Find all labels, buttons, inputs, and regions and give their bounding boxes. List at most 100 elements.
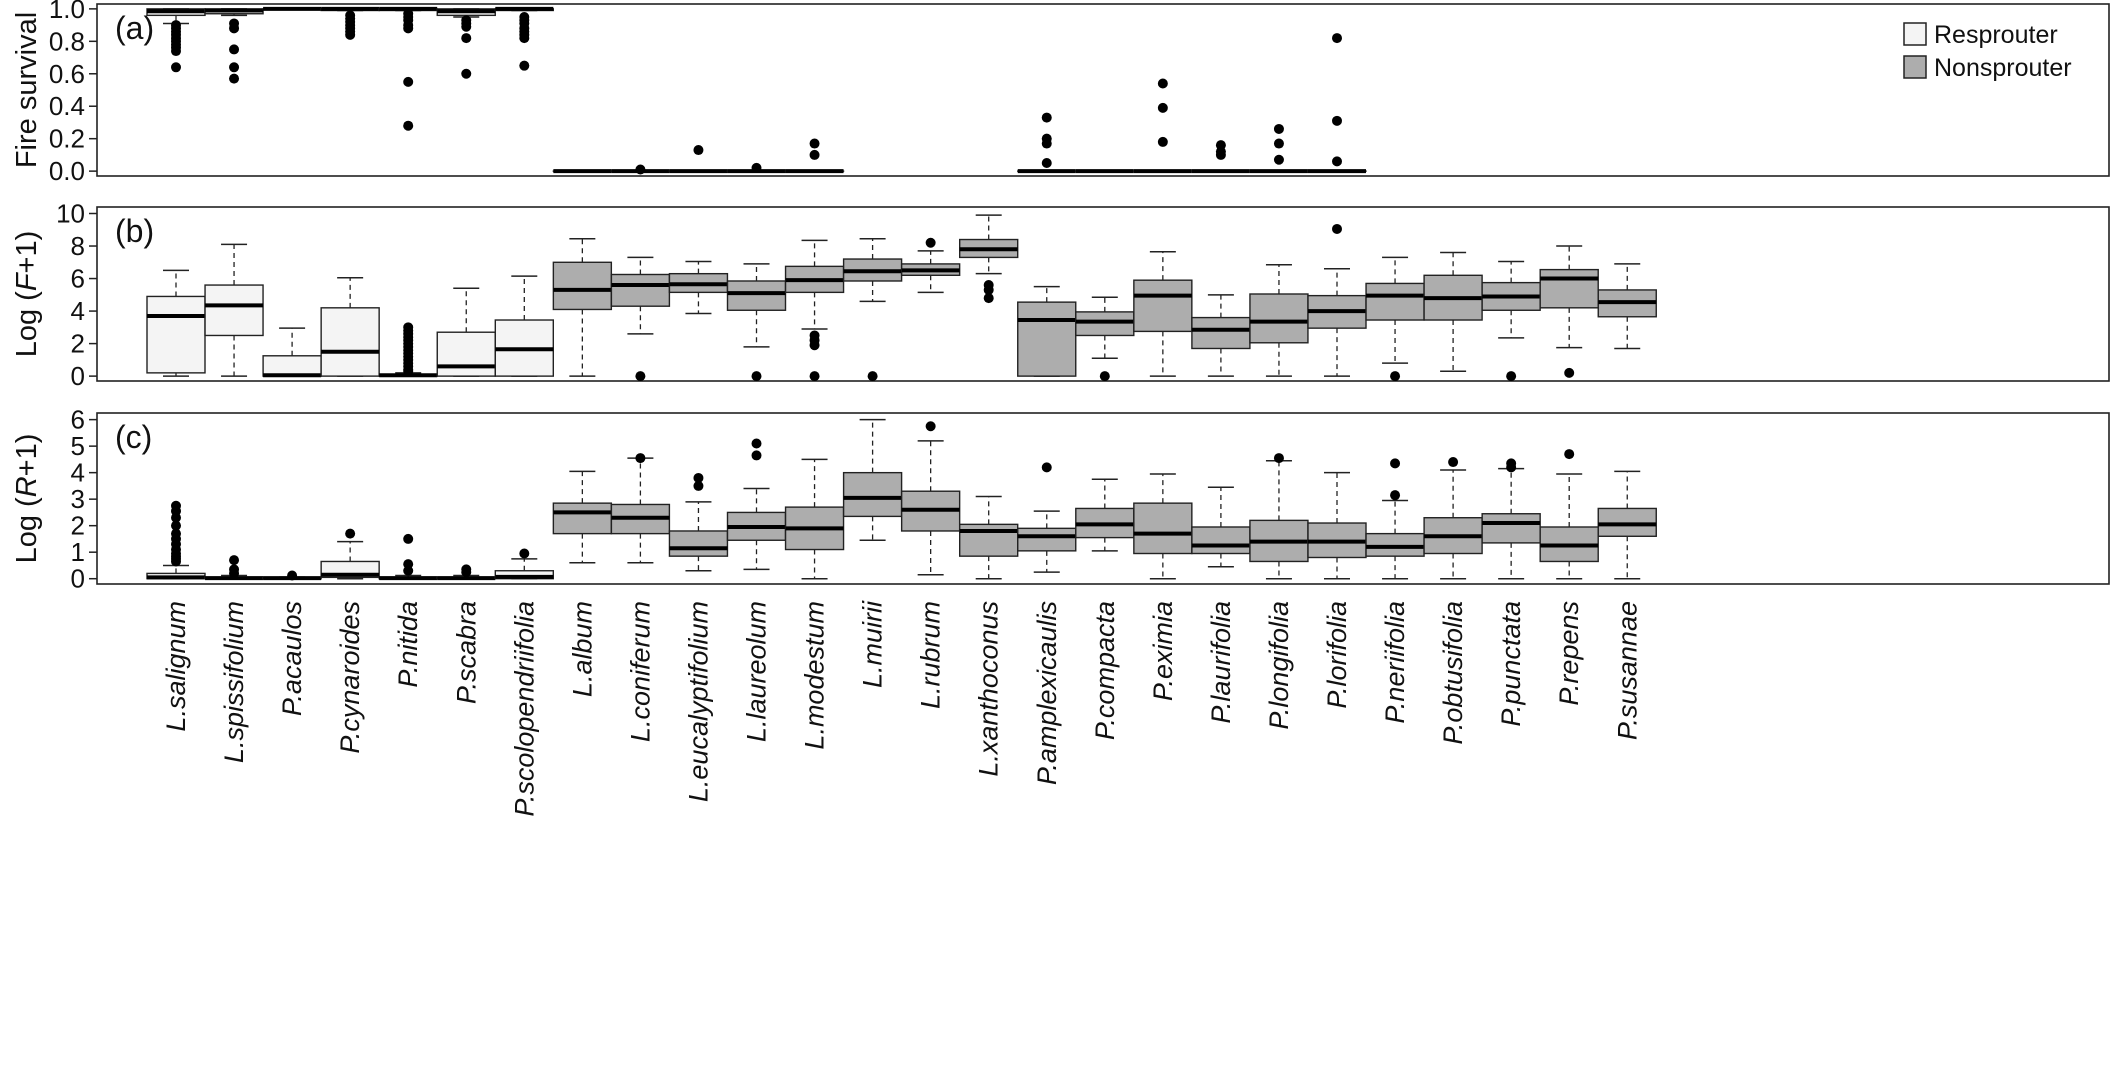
box-l-album xyxy=(552,237,613,377)
box-p-cynaroides xyxy=(320,528,380,580)
outlier-point xyxy=(1157,136,1168,147)
outlier-point xyxy=(1273,154,1284,165)
outlier-point xyxy=(403,533,414,544)
outlier-point xyxy=(1041,158,1052,169)
species-label-p-repens: P.repens xyxy=(1554,601,1584,706)
outlier-point xyxy=(229,73,240,84)
box-l-rubrum xyxy=(900,421,961,576)
outlier-point xyxy=(171,556,181,567)
box-p-susannae xyxy=(1597,470,1657,580)
outlier-point xyxy=(925,421,936,432)
outlier-point xyxy=(751,162,762,173)
box-p-obtusifolia xyxy=(1423,251,1483,372)
box-body xyxy=(552,502,613,535)
outlier-point xyxy=(693,480,704,491)
y-axis-title: Fire survival xyxy=(11,12,43,168)
box-body xyxy=(668,530,729,557)
box-p-acaulos xyxy=(262,570,322,581)
box-p-longifolia xyxy=(1249,263,1309,377)
y-tick-label: 0.2 xyxy=(49,124,85,154)
box-l-album xyxy=(552,470,613,564)
box-p-amplexicaulis xyxy=(1017,112,1077,174)
outlier-point xyxy=(751,438,762,449)
box-l-rubrum xyxy=(900,237,961,294)
panel-label: (c) xyxy=(115,419,152,455)
outlier-point xyxy=(461,21,472,32)
box-l-xanthoconus xyxy=(959,214,1019,304)
outlier-point xyxy=(693,472,704,483)
y-tick-label: 10 xyxy=(56,199,85,229)
outlier-point xyxy=(1390,458,1401,469)
y-axis-title: Log (R+1) xyxy=(11,434,43,564)
legend: Resprouter Nonsprouter xyxy=(1903,21,2072,82)
outlier-point xyxy=(925,237,936,248)
box-body xyxy=(552,261,613,311)
y-tick-label: 6 xyxy=(71,264,85,294)
outlier-point xyxy=(287,570,298,581)
outlier-point xyxy=(635,453,646,464)
outlier-point xyxy=(1564,367,1575,378)
outlier-point xyxy=(1332,156,1342,167)
box-body xyxy=(204,284,264,337)
box-p-cynaroides xyxy=(320,276,380,377)
species-label-l-spissifolium: L.spissifolium xyxy=(219,601,249,763)
y-tick-label: 4 xyxy=(71,458,85,488)
box-p-eximia xyxy=(1133,78,1193,174)
box-l-eucalyptifolium xyxy=(668,145,729,174)
box-p-neriifolia xyxy=(1365,458,1425,580)
species-label-p-cynaroides: P.cynaroides xyxy=(335,601,365,754)
species-label-p-compacta: P.compacta xyxy=(1090,601,1120,740)
box-p-eximia xyxy=(1133,250,1193,377)
box-p-nitida xyxy=(378,6,438,131)
outlier-point xyxy=(519,33,530,44)
outlier-point xyxy=(461,68,472,79)
box-body xyxy=(1481,513,1541,544)
species-label-p-punctata: P.punctata xyxy=(1496,601,1526,727)
outlier-point xyxy=(345,528,356,539)
outlier-point xyxy=(403,565,414,576)
y-tick-label: 5 xyxy=(71,431,85,461)
box-p-cynaroides xyxy=(320,6,380,40)
y-axis-title: Log (F+1) xyxy=(11,231,43,358)
outlier-point xyxy=(867,371,878,382)
outlier-point xyxy=(1041,112,1052,123)
outlier-point xyxy=(1506,462,1517,473)
legend-label-nonsprouter: Nonsprouter xyxy=(1934,54,2072,82)
box-p-punctata xyxy=(1481,260,1541,382)
box-l-modestum xyxy=(784,138,845,174)
box-p-scabra xyxy=(436,287,496,377)
box-body xyxy=(1191,316,1251,350)
outlier-point xyxy=(1215,149,1226,160)
y-tick-label: 0.8 xyxy=(49,26,85,56)
outlier-point xyxy=(1041,138,1052,149)
species-label-l-eucalyptifolium: L.eucalyptifolium xyxy=(683,601,713,802)
species-label-p-scolopendriifolia: P.scolopendriifolia xyxy=(509,601,539,817)
outlier-point xyxy=(1390,490,1401,501)
y-tick-label: 3 xyxy=(71,484,85,514)
outlier-point xyxy=(403,366,414,377)
outlier-point xyxy=(403,23,414,34)
box-p-neriifolia xyxy=(1365,256,1425,382)
box-l-coniferum xyxy=(610,164,671,175)
species-label-p-acaulos: P.acaulos xyxy=(277,601,307,716)
outlier-point xyxy=(1564,449,1575,460)
outlier-point xyxy=(171,46,181,57)
outlier-point xyxy=(345,29,356,40)
outlier-point xyxy=(1157,78,1168,89)
outlier-point xyxy=(809,149,820,160)
outlier-point xyxy=(809,371,820,382)
outlier-point xyxy=(809,138,820,149)
box-p-obtusifolia xyxy=(1423,457,1483,580)
species-label-p-laurifolia: P.laurifolia xyxy=(1206,601,1236,724)
outlier-point xyxy=(635,371,646,382)
outlier-point xyxy=(1448,457,1459,468)
box-body xyxy=(610,273,671,307)
species-label-p-scabra: P.scabra xyxy=(451,601,481,704)
legend-swatch-nonsprouter xyxy=(1903,55,1927,79)
box-p-amplexicaulis xyxy=(1017,285,1077,377)
box-p-lorifolia xyxy=(1307,33,1367,174)
outlier-point xyxy=(171,62,181,73)
outlier-point xyxy=(809,340,820,351)
box-p-eximia xyxy=(1133,473,1193,580)
